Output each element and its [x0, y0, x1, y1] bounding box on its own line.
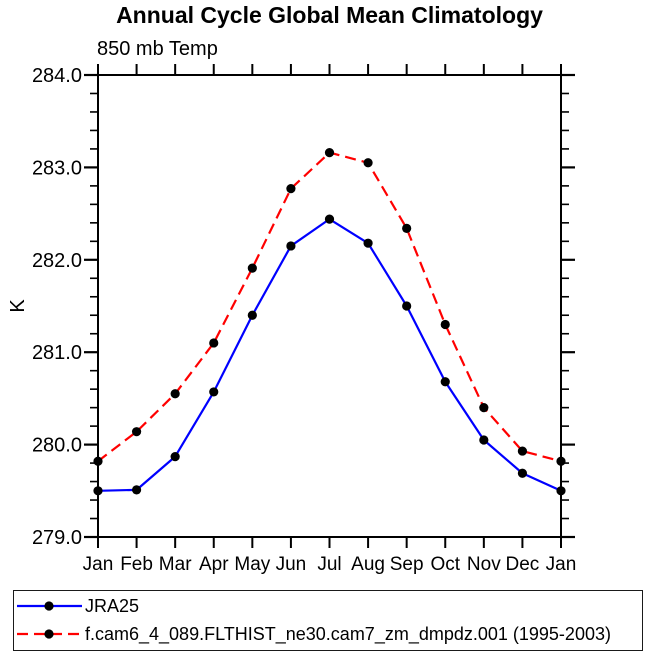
data-point-marker	[247, 263, 257, 273]
y-tick-label: 280.0	[32, 435, 82, 457]
data-point-marker	[131, 485, 142, 495]
legend-label-model-run: f.cam6_4_089.FLTHIST_ne30.cam7_zm_dmpdz.…	[85, 624, 611, 645]
data-point-marker	[324, 214, 335, 224]
data-point-marker	[517, 468, 528, 478]
y-tick-label: 283.0	[32, 157, 82, 179]
data-point-marker	[170, 389, 180, 399]
data-point-marker	[479, 403, 489, 413]
data-point-marker	[209, 387, 219, 397]
x-tick-label: Aug	[351, 554, 385, 575]
data-point-marker	[402, 223, 412, 233]
x-tick-label: Jan	[83, 554, 114, 575]
y-tick-label: 279.0	[32, 527, 82, 549]
x-tick-label: Dec	[506, 554, 540, 575]
data-point-marker	[479, 435, 489, 445]
data-point-marker	[402, 301, 412, 311]
data-point-marker	[440, 377, 450, 387]
series-line-0	[97, 218, 562, 492]
legend-label-jra25: JRA25	[85, 596, 139, 616]
data-point-marker	[93, 486, 103, 496]
legend-box: JRA25 f.cam6_4_089.FLTHIST_ne30.cam7_zm_…	[13, 590, 643, 651]
y-tick-label: 282.0	[32, 250, 82, 272]
data-point-marker	[286, 184, 296, 194]
x-tick-label: Apr	[199, 554, 229, 575]
y-tick-label: 281.0	[32, 342, 82, 364]
x-tick-label: Jun	[276, 554, 307, 575]
x-tick-label: Feb	[120, 554, 153, 575]
x-tick-label: Nov	[467, 554, 501, 575]
data-point-marker	[286, 241, 296, 251]
x-tick-label: Jan	[546, 554, 577, 575]
data-point-marker	[93, 456, 103, 466]
data-point-marker	[556, 486, 566, 496]
data-point-marker	[517, 446, 528, 456]
data-point-marker	[363, 238, 373, 248]
plot-area: Jan Feb Mar Apr May Jun Jul Aug Sep Oct Nov Dec Jan2…	[7, 64, 577, 575]
x-tick-label: May	[234, 554, 270, 575]
legend-content: JRA25 f.cam6_4_089.FLTHIST_ne30.cam7_zm_…	[17, 596, 611, 645]
data-point-marker	[170, 452, 180, 462]
data-point-marker	[324, 148, 335, 158]
legend-marker-dot	[44, 629, 54, 639]
data-point-marker	[209, 338, 219, 348]
series-line-1	[97, 151, 562, 463]
x-tick-label: Oct	[430, 554, 460, 575]
y-axis-label: K	[7, 299, 29, 313]
data-point-marker	[556, 456, 566, 466]
x-tick-label: Sep	[390, 554, 424, 575]
legend-marker-dot	[44, 601, 54, 611]
x-tick-label: Jul	[317, 554, 341, 575]
data-point-marker	[440, 319, 450, 330]
plot-border	[97, 74, 562, 538]
chart-subtitle: 850 mb Temp	[97, 38, 218, 60]
data-point-marker	[131, 427, 142, 437]
x-tick-label: Mar	[159, 554, 192, 575]
y-tick-label: 284.0	[32, 65, 82, 87]
data-point-marker	[363, 158, 373, 168]
chart-title: Annual Cycle Global Mean Climatology	[116, 2, 543, 28]
data-point-marker	[247, 310, 257, 320]
